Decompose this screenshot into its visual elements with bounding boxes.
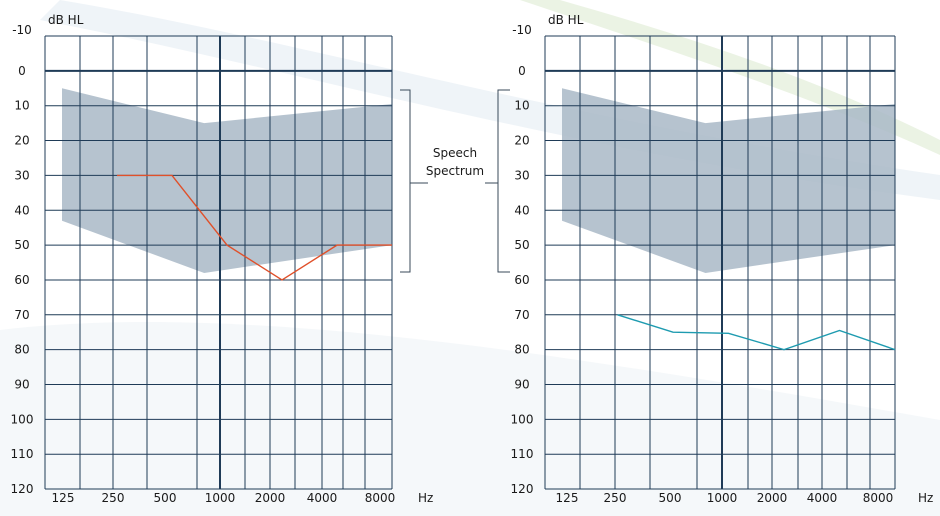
y-tick-label: 10 [514,99,529,113]
y-tick-label: 30 [514,168,529,182]
y-tick-label: 90 [14,378,29,392]
speech-spectrum-label-line2: Spectrum [426,164,484,178]
speech-spectrum-area [62,88,392,273]
threshold-line [117,174,392,281]
y-tick-label: 80 [14,343,29,357]
x-tick-label: 125 [556,491,579,505]
x-tick-label: 4000 [307,491,338,505]
threshold-line [617,314,896,351]
y-tick-label: 20 [14,134,29,148]
x-tick-label: 500 [659,491,682,505]
bracket-left [400,89,411,273]
audiogram-right: -10 0 10 20 30 40 50 60 70 80 90 100 110 120 dB HL 125 2… [511,13,934,505]
y-tick-label: 90 [514,378,529,392]
y-axis-label: dB HL [548,13,584,27]
x-tick-label: 250 [102,491,125,505]
y-tick-label: 110 [511,447,534,461]
y-tick-label: 100 [511,412,534,426]
y-tick-label: 40 [514,203,529,217]
y-axis-label: dB HL [48,13,84,27]
y-tick-label: 50 [514,238,529,252]
y-tick-label: 0 [518,64,526,78]
y-tick-label: 100 [11,412,34,426]
y-tick-label: 30 [14,168,29,182]
x-tick-label: 8000 [365,491,396,505]
y-tick-label: 40 [14,203,29,217]
x-axis-label: Hz [418,491,433,505]
y-tick-label: -10 [512,23,532,37]
y-tick-label: 70 [14,308,29,322]
y-tick-label: 80 [514,343,529,357]
bracket-right [497,89,510,273]
y-tick-label: -10 [12,23,32,37]
x-tick-label: 2000 [757,491,788,505]
y-tick-label: 60 [514,273,529,287]
y-tick-label: 50 [14,238,29,252]
x-tick-label: 1000 [205,491,236,505]
y-tick-label: 110 [11,447,34,461]
speech-spectrum-area [562,88,895,273]
x-axis-label: Hz [918,491,933,505]
x-tick-label: 8000 [863,491,894,505]
x-tick-label: 500 [154,491,177,505]
speech-spectrum-annotation: Speech Spectrum [400,89,510,273]
y-tick-label: 20 [514,134,529,148]
y-tick-label: 120 [511,482,534,496]
y-tick-label: 70 [514,308,529,322]
x-tick-label: 2000 [255,491,286,505]
y-tick-label: 0 [18,64,26,78]
x-tick-label: 1000 [707,491,738,505]
y-tick-label: 120 [11,482,34,496]
x-tick-label: 250 [604,491,627,505]
x-tick-label: 4000 [807,491,838,505]
speech-spectrum-label-line1: Speech [433,146,477,160]
y-tick-label: 60 [14,273,29,287]
y-tick-label: 10 [14,99,29,113]
x-tick-label: 125 [52,491,75,505]
audiogram-left: -10 0 10 20 30 40 50 60 70 80 90 100 110 120 dB HL 125 2… [11,13,434,505]
